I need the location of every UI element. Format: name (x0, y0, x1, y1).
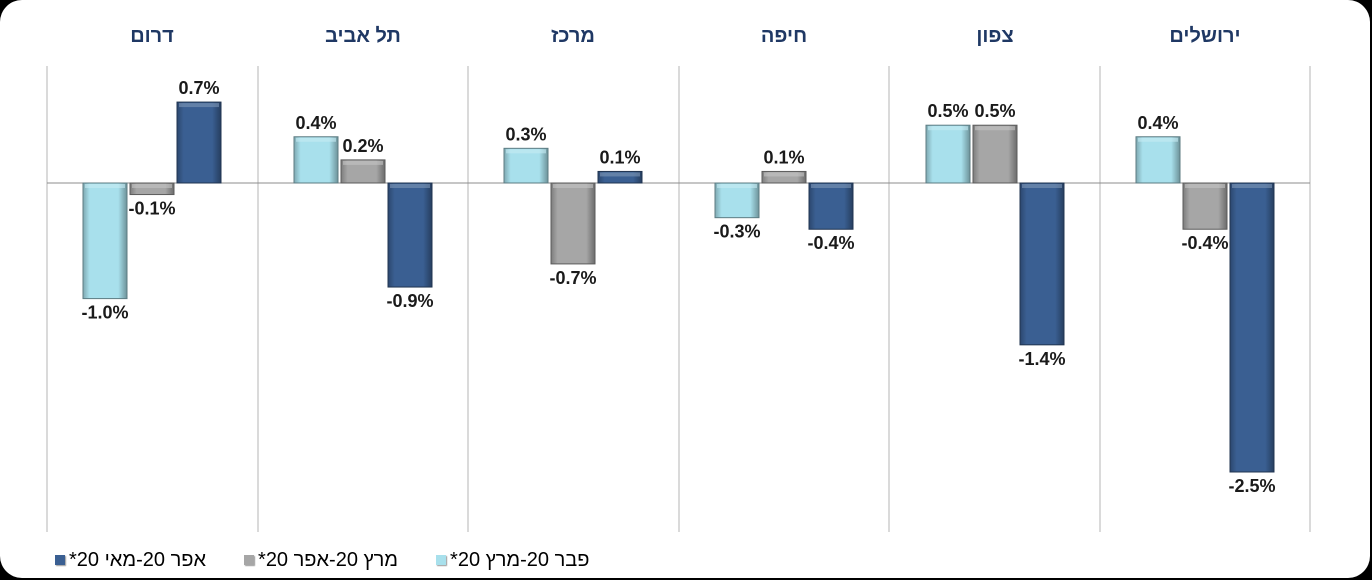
data-label: 0.4% (295, 113, 336, 133)
legend: אפר 20-מאי 20* מרץ 20-אפר 20* פבר 20-מרץ… (55, 546, 589, 574)
bar-highlight (975, 126, 1015, 131)
bar-chart: ירושלים צפון חיפה מרכז תל אביב דרום 0.4% 0.5% -… (46, 25, 1311, 532)
data-label: 0.7% (178, 78, 219, 98)
bar-apr_may (1229, 182, 1275, 473)
data-label: 0.2% (342, 136, 383, 156)
legend-item-apr-may: אפר 20-מאי 20* (55, 549, 206, 572)
data-label: -0.4% (1181, 233, 1228, 253)
panel-title: ירושלים (1169, 25, 1240, 47)
bar-highlight (1138, 137, 1178, 142)
bar-mar_apr (129, 182, 175, 196)
bar-highlight (811, 184, 851, 188)
bar-highlight (553, 184, 593, 188)
data-label: 0.5% (974, 101, 1015, 121)
legend-item-feb-mar: פבר 20-מרץ 20* (436, 549, 589, 572)
data-label: 0.4% (1137, 113, 1178, 133)
legend-swatch-feb-mar (436, 555, 447, 565)
data-label: 0.5% (927, 101, 968, 121)
bar-mar_apr (1182, 182, 1228, 230)
data-label: -0.9% (386, 291, 433, 311)
bar-highlight (343, 160, 383, 165)
bar-feb_mar (1135, 136, 1181, 184)
data-label: 0.1% (599, 147, 640, 167)
bar-feb_mar (503, 147, 549, 184)
bar-highlight (390, 184, 430, 188)
bar-highlight (85, 184, 125, 188)
data-label: -1.4% (1018, 349, 1065, 369)
legend-item-mar-apr: מרץ 20-אפר 20* (244, 549, 398, 572)
bar-highlight (1232, 184, 1272, 188)
data-label: -0.4% (807, 233, 854, 253)
bar-apr_may (176, 101, 222, 184)
data-label: -1.0% (81, 303, 128, 323)
panel-title: תל אביב (325, 25, 401, 47)
legend-label-apr-may: אפר 20-מאי 20* (69, 548, 207, 571)
legend-swatch-mar-apr (244, 555, 255, 565)
panel-titles: ירושלים צפון חיפה מרכז תל אביב דרום (130, 25, 1240, 47)
data-label: -2.5% (1228, 476, 1275, 496)
data-labels: 0.4% 0.5% -0.3% 0.3% 0.4% -1.0% -0.4% 0.5% 0.1% -… (81, 78, 1275, 496)
bar-feb_mar (714, 182, 760, 219)
bar-highlight (600, 172, 640, 177)
panel-title: חיפה (761, 25, 807, 47)
bar-highlight (506, 149, 546, 154)
bar-feb_mar (293, 136, 339, 184)
bar-apr_may (597, 170, 643, 184)
bar-highlight (928, 126, 968, 131)
bar-highlight (132, 184, 172, 188)
bar-feb_mar (925, 124, 971, 184)
bar-highlight (179, 103, 219, 108)
bar-apr_may (1019, 182, 1065, 346)
panel-title: מרכז (551, 25, 595, 47)
bar-feb_mar (82, 182, 128, 300)
panel-title: צפון (976, 25, 1013, 47)
bar-mar_apr (550, 182, 596, 265)
bar-apr_may (387, 182, 433, 288)
data-label: -0.3% (713, 222, 760, 242)
bar-mar_apr (340, 159, 386, 184)
data-label: 0.3% (505, 124, 546, 144)
bar-mar_apr (761, 170, 807, 184)
bar-highlight (1022, 184, 1062, 188)
legend-label-feb-mar: פבר 20-מרץ 20* (450, 548, 590, 571)
panel-title: דרום (130, 25, 174, 47)
data-label: -0.1% (128, 199, 175, 219)
bar-mar_apr (972, 124, 1018, 184)
bar-apr_may (808, 182, 854, 230)
bar-highlight (1185, 184, 1225, 188)
bars (82, 101, 1275, 473)
panel-dividers (46, 66, 1311, 532)
bar-highlight (764, 172, 804, 177)
data-label: 0.1% (763, 147, 804, 167)
data-label: -0.7% (549, 268, 596, 288)
bar-highlight (296, 137, 336, 142)
bar-highlight (717, 184, 757, 188)
legend-swatch-apr-may (55, 555, 65, 565)
legend-label-mar-apr: מרץ 20-אפר 20* (258, 548, 399, 571)
